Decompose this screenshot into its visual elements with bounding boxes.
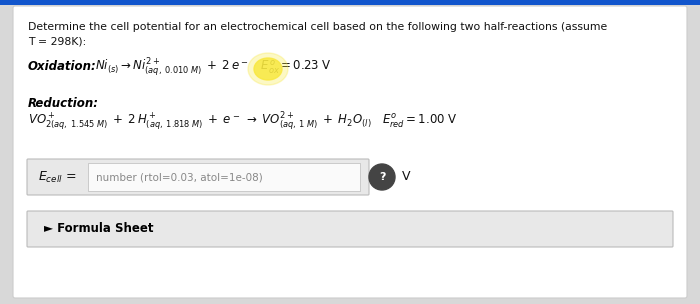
Text: $E_{cell}\,=$: $E_{cell}\,=$	[38, 169, 77, 185]
Circle shape	[369, 164, 395, 190]
Text: ► Formula Sheet: ► Formula Sheet	[44, 223, 153, 236]
Text: Oxidation:: Oxidation:	[28, 60, 97, 73]
FancyBboxPatch shape	[13, 6, 687, 298]
Text: V: V	[402, 171, 410, 184]
Text: $Ni_{(s)} \rightarrow Ni^{2+}_{(aq,\;0.010\;M)}$$\; + \; 2\,e^- \quad E^o_{ox} =: $Ni_{(s)} \rightarrow Ni^{2+}_{(aq,\;0.0…	[95, 57, 332, 79]
Ellipse shape	[254, 58, 282, 80]
Ellipse shape	[248, 53, 288, 85]
FancyBboxPatch shape	[27, 159, 369, 195]
Text: number (rtol=0.03, atol=1e-08): number (rtol=0.03, atol=1e-08)	[96, 172, 262, 182]
Text: $VO^+_{2(aq,\;1.545\;M)} \;+\; 2\,H^+_{(aq,\;1.818\;M)} \;+\; e^-$$\; \rightarro: $VO^+_{2(aq,\;1.545\;M)} \;+\; 2\,H^+_{(…	[28, 111, 457, 133]
Text: Reduction:: Reduction:	[28, 97, 99, 110]
Text: ?: ?	[379, 172, 385, 182]
FancyBboxPatch shape	[88, 163, 360, 191]
FancyBboxPatch shape	[0, 0, 700, 5]
FancyBboxPatch shape	[27, 211, 673, 247]
Text: Determine the cell potential for an electrochemical cell based on the following : Determine the cell potential for an elec…	[28, 22, 608, 32]
Text: T = 298K):: T = 298K):	[28, 36, 86, 46]
